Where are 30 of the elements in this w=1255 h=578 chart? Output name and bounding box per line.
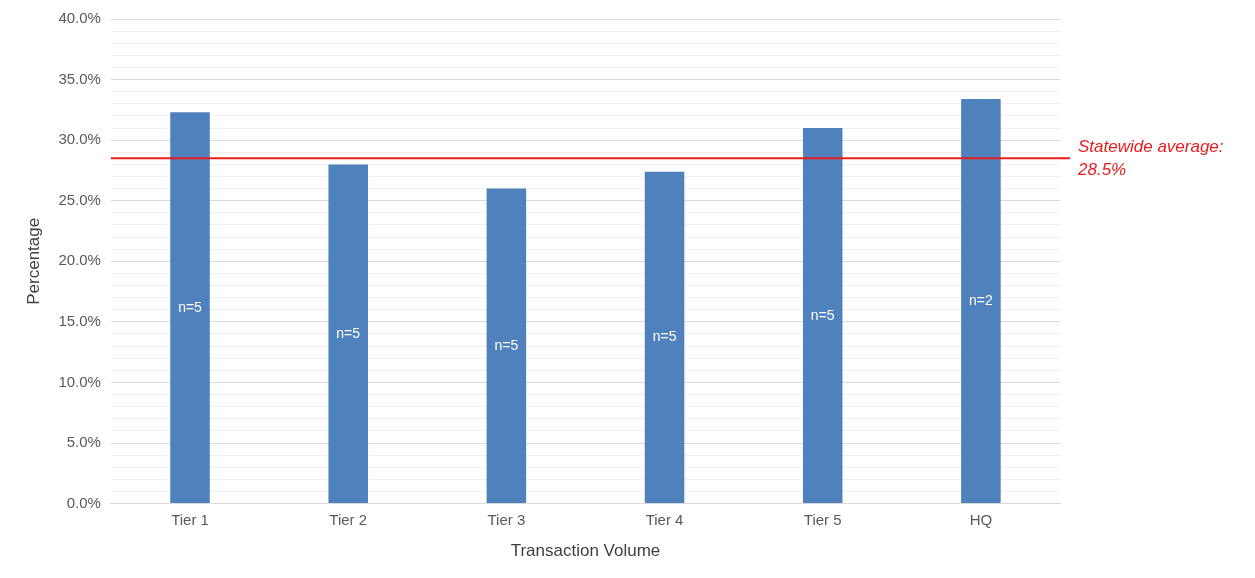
y-tick-label: 15.0%	[58, 312, 101, 330]
y-tick-label: 5.0%	[66, 433, 101, 451]
bar	[328, 164, 368, 504]
annotation: n=5	[810, 306, 835, 323]
annotation: n=5	[494, 336, 519, 353]
ref-line-label: Statewide average: 28.5%	[1077, 137, 1224, 180]
x-tick-label: Tier 1	[171, 510, 209, 528]
bar	[961, 98, 1001, 504]
y-axis-title: Percentage	[23, 217, 43, 305]
y-tick-label: 40.0%	[58, 9, 101, 27]
annotation: n=2	[969, 292, 993, 309]
y-tick-label: 30.0%	[58, 130, 101, 148]
x-axis-title: Transaction Volume	[510, 541, 661, 561]
y-tick-label: 0.0%	[66, 493, 101, 511]
bar	[170, 112, 210, 504]
x-tick-label: Tier 5	[803, 510, 842, 528]
x-tick-label: Tier 4	[645, 510, 684, 528]
bar	[486, 188, 527, 504]
y-tick-label: 25.0%	[58, 190, 101, 208]
annotation: n=5	[336, 324, 361, 341]
y-tick-label: 20.0%	[58, 251, 101, 269]
x-tick-label: Tier 3	[487, 510, 526, 528]
bar	[802, 128, 843, 504]
y-tick-label: 10.0%	[58, 372, 101, 390]
annotation: n=5	[652, 328, 677, 345]
annotation: n=5	[178, 298, 203, 315]
x-tick-label: Tier 2	[329, 510, 368, 528]
bar	[644, 171, 685, 504]
y-tick-label: 35.0%	[58, 69, 101, 87]
x-tick-label: HQ	[969, 510, 993, 528]
